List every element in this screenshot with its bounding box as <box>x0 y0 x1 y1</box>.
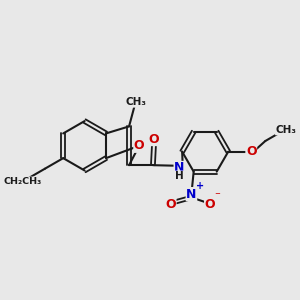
Text: O: O <box>205 198 215 211</box>
Text: H: H <box>175 171 184 181</box>
Text: ⁻: ⁻ <box>214 191 220 201</box>
Text: CH₂CH₃: CH₂CH₃ <box>4 177 42 186</box>
Text: N: N <box>186 188 197 201</box>
Text: CH₃: CH₃ <box>125 97 146 107</box>
Text: +: + <box>196 181 204 191</box>
Text: O: O <box>134 139 145 152</box>
Text: O: O <box>149 133 159 146</box>
Text: CH₃: CH₃ <box>276 125 297 135</box>
Text: O: O <box>246 145 256 158</box>
Text: N: N <box>174 161 184 175</box>
Text: O: O <box>165 198 176 211</box>
